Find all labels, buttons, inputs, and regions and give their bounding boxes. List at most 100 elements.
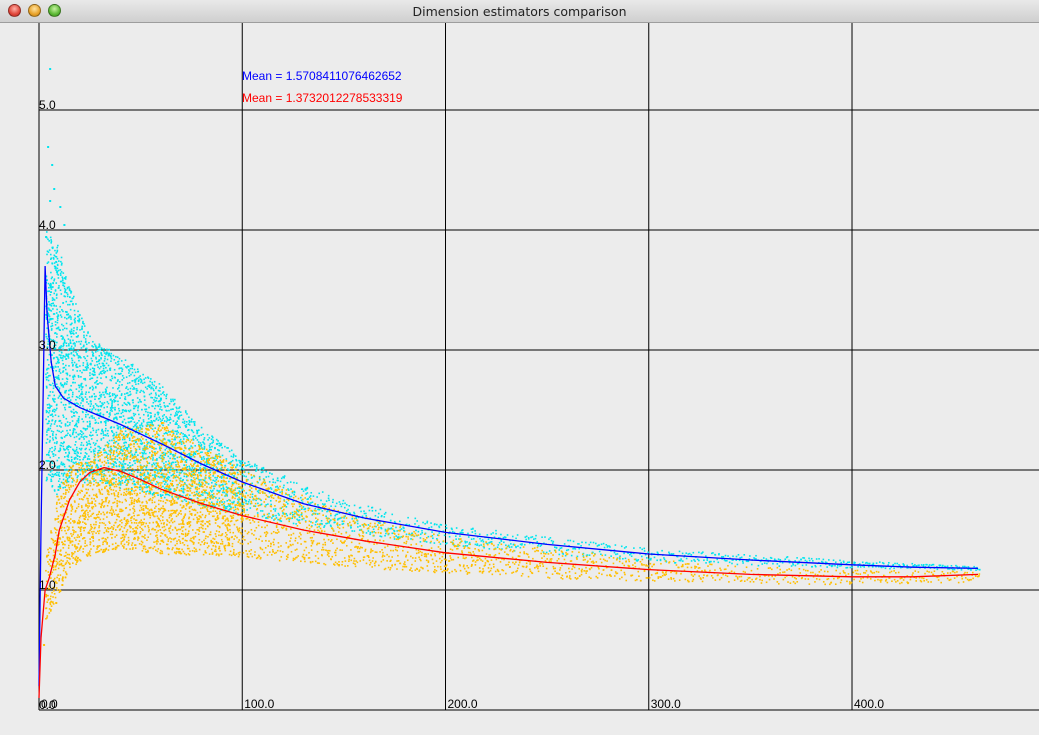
orange-data-point — [76, 561, 78, 564]
cyan-data-point — [702, 551, 704, 553]
orange-data-point — [116, 526, 119, 528]
cyan-data-point — [133, 453, 136, 456]
cyan-data-point — [251, 476, 253, 479]
cyan-data-point — [121, 370, 123, 372]
orange-data-point — [91, 530, 93, 533]
cyan-data-point — [161, 473, 164, 475]
cyan-data-point — [120, 367, 123, 369]
cyan-data-point — [62, 328, 64, 331]
cyan-data-point — [936, 568, 939, 571]
cyan-data-point — [135, 404, 137, 407]
cyan-data-point — [222, 474, 224, 477]
cyan-data-point — [54, 332, 57, 334]
cyan-data-point — [839, 565, 841, 567]
orange-data-point — [112, 460, 115, 463]
orange-data-point — [133, 500, 136, 503]
cyan-data-point — [82, 400, 84, 402]
title-bar[interactable]: Dimension estimators comparison — [0, 0, 1039, 23]
cyan-data-point — [73, 342, 76, 344]
cyan-data-point — [55, 409, 57, 411]
cyan-data-point — [221, 501, 223, 503]
minimize-button[interactable] — [28, 4, 41, 17]
cyan-data-point — [285, 501, 288, 504]
cyan-data-point — [136, 425, 138, 428]
cyan-data-point — [146, 468, 149, 471]
cyan-data-point — [235, 459, 238, 462]
orange-data-point — [130, 454, 132, 457]
cyan-data-point — [121, 438, 124, 441]
orange-data-point — [101, 461, 104, 464]
cyan-data-point — [200, 456, 203, 459]
orange-data-point — [121, 534, 124, 536]
cyan-data-point — [202, 479, 205, 482]
cyan-data-point — [139, 464, 142, 467]
cyan-data-point — [181, 495, 184, 497]
zoom-button[interactable] — [48, 4, 61, 17]
cyan-data-point — [61, 278, 64, 280]
cyan-data-point — [334, 521, 336, 524]
orange-data-point — [70, 484, 72, 487]
cyan-data-point — [63, 441, 65, 444]
orange-data-point — [99, 491, 102, 494]
cyan-data-point — [55, 261, 58, 263]
cyan-data-point — [136, 389, 139, 392]
cyan-data-point — [184, 434, 186, 436]
cyan-data-point — [51, 466, 54, 468]
cyan-data-point — [668, 552, 671, 555]
cyan-data-point — [96, 379, 98, 382]
close-button[interactable] — [8, 4, 21, 17]
cyan-data-point — [236, 471, 239, 474]
cyan-data-point — [91, 427, 94, 430]
cyan-data-point — [265, 517, 268, 519]
cyan-data-point — [124, 422, 127, 424]
cyan-data-point — [79, 343, 82, 345]
orange-data-point — [117, 544, 120, 547]
cyan-data-point — [73, 354, 76, 357]
orange-data-point — [127, 536, 130, 539]
cyan-data-point — [80, 392, 83, 395]
cyan-data-point — [436, 534, 439, 536]
cyan-data-point — [47, 286, 50, 289]
orange-data-point — [120, 464, 123, 467]
cyan-data-point — [214, 455, 217, 458]
cyan-data-point — [77, 355, 80, 357]
cyan-data-point — [70, 332, 73, 335]
cyan-data-point — [146, 422, 148, 424]
cyan-data-point — [48, 441, 51, 443]
orange-data-point — [116, 502, 118, 505]
orange-data-point — [95, 473, 98, 476]
cyan-data-point — [232, 501, 235, 504]
orange-data-point — [127, 514, 130, 517]
cyan-data-point — [126, 365, 129, 368]
cyan-data-point — [504, 536, 506, 538]
orange-data-point — [74, 521, 76, 523]
orange-data-point — [130, 488, 133, 490]
cyan-data-point — [150, 420, 153, 422]
cyan-data-point — [94, 345, 97, 347]
cyan-data-point — [104, 357, 106, 360]
cyan-data-point — [53, 299, 56, 301]
cyan-data-point — [105, 452, 108, 454]
cyan-data-point — [125, 409, 127, 412]
cyan-data-point — [292, 522, 295, 525]
cyan-data-point — [585, 541, 587, 544]
cyan-data-point — [255, 467, 258, 469]
cyan-data-point — [58, 478, 61, 480]
cyan-data-point — [115, 434, 118, 436]
orange-data-point — [99, 452, 101, 454]
cyan-data-point — [249, 507, 252, 509]
cyan-data-point — [60, 260, 62, 263]
cyan-data-point — [118, 409, 121, 412]
cyan-data-point — [47, 290, 49, 293]
cyan-data-point — [785, 556, 788, 559]
orange-data-point — [71, 526, 74, 529]
cyan-data-point — [84, 338, 87, 340]
cyan-data-point — [129, 420, 132, 423]
orange-data-point — [50, 595, 52, 598]
cyan-data-point — [287, 489, 290, 491]
cyan-data-point — [123, 459, 125, 462]
cyan-data-point — [77, 475, 79, 477]
cyan-data-point — [182, 487, 185, 490]
cyan-data-point — [127, 467, 130, 469]
cyan-data-point — [59, 391, 62, 394]
